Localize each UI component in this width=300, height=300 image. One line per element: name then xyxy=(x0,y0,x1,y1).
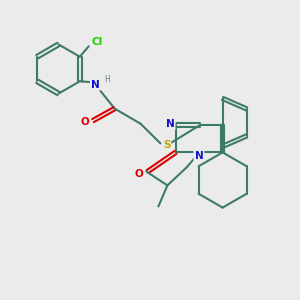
Text: Cl: Cl xyxy=(92,37,103,47)
Text: N: N xyxy=(91,80,100,90)
Text: S: S xyxy=(163,140,170,150)
Text: O: O xyxy=(135,169,144,179)
Text: O: O xyxy=(80,117,89,127)
Text: N: N xyxy=(166,119,175,129)
Text: H: H xyxy=(104,75,110,84)
Text: N: N xyxy=(194,151,203,161)
